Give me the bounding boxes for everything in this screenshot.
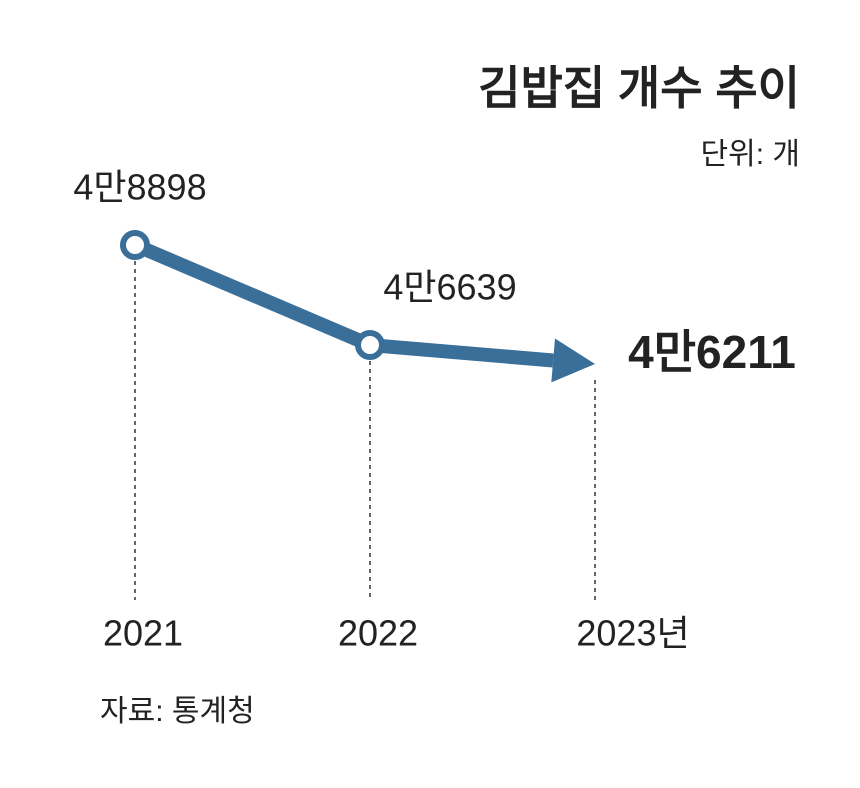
point: [355, 330, 385, 361]
point: [120, 230, 150, 260]
value-label: 4만6639: [383, 267, 516, 308]
source-note: 자료: 통계청: [100, 695, 255, 728]
x-tick-label: 2021: [103, 613, 183, 654]
value-label: 4만8898: [73, 167, 206, 208]
unit-note: 단위: 개: [701, 138, 800, 171]
chart-title: 김밥집 개수 추이: [478, 62, 800, 114]
value-label: 4만6211: [628, 326, 796, 378]
x-tick-label: 2022: [338, 613, 418, 654]
arrow-head: [551, 338, 595, 383]
x-tick-label: 2023년: [576, 613, 689, 654]
